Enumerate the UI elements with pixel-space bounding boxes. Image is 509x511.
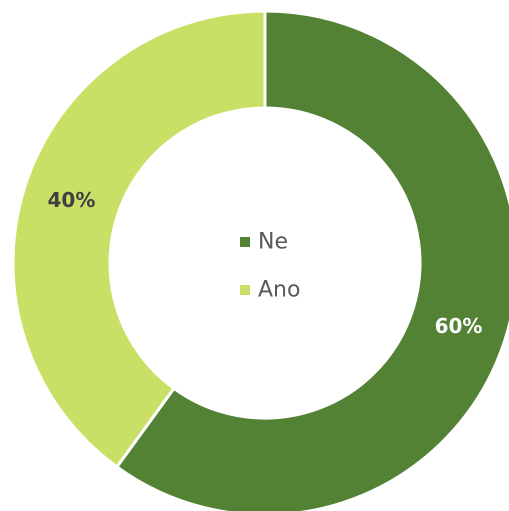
legend-swatch-ano <box>240 285 250 295</box>
slice-ano <box>11 9 267 469</box>
legend: Ne Ano <box>240 230 300 303</box>
slice-label-ne: 60% <box>435 314 483 338</box>
slice-label-ano: 40% <box>48 188 96 212</box>
slice-ne <box>114 9 509 511</box>
slices-group <box>11 9 509 511</box>
legend-swatch-ne <box>240 237 250 247</box>
legend-label-ano: Ano <box>258 278 300 303</box>
legend-label-ne: Ne <box>258 230 288 255</box>
slice-labels-group: 60% 40% <box>48 188 483 338</box>
